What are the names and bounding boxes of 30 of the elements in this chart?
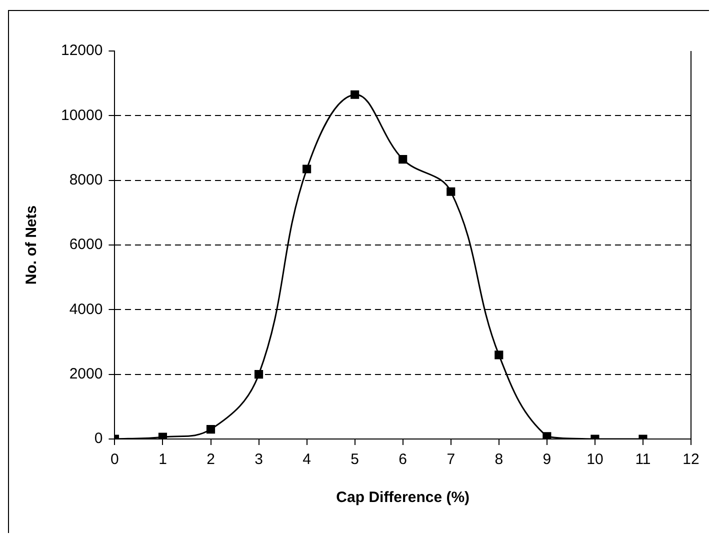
x-tick-label: 7 xyxy=(446,451,456,468)
x-tick-label: 1 xyxy=(158,451,167,468)
x-tick-label: 5 xyxy=(350,451,360,468)
x-tick-label: 4 xyxy=(302,451,311,468)
x-tick-label: 10 xyxy=(586,451,604,468)
y-tick-label: 2000 xyxy=(69,365,103,382)
y-tick-label: 4000 xyxy=(69,300,103,318)
point xyxy=(206,425,216,434)
point xyxy=(398,155,408,164)
y-tick-label: 6000 xyxy=(69,236,103,254)
point xyxy=(446,187,456,196)
point xyxy=(350,90,360,99)
y-tick-label: 0 xyxy=(94,430,103,448)
y-tick-label: 8000 xyxy=(69,171,103,188)
point xyxy=(302,164,312,174)
y-tick-label: 12000 xyxy=(60,42,103,60)
x-tick-label: 11 xyxy=(635,451,651,468)
x-tick-label: 12 xyxy=(682,451,700,468)
y-tick-label: 10000 xyxy=(60,106,103,124)
x-axis-title: Cap Difference (%) xyxy=(336,489,470,506)
x-tick-label: 9 xyxy=(542,451,552,468)
point xyxy=(494,350,504,360)
x-tick-label: 8 xyxy=(494,451,504,468)
x-tick-label: 2 xyxy=(206,451,215,468)
y-axis-title: No. of Nets xyxy=(23,205,40,285)
x-tick-label: 6 xyxy=(398,451,408,468)
point xyxy=(254,370,264,379)
x-tick-label: 3 xyxy=(254,451,263,468)
x-tick-label: 0 xyxy=(110,451,119,468)
point xyxy=(542,432,552,439)
